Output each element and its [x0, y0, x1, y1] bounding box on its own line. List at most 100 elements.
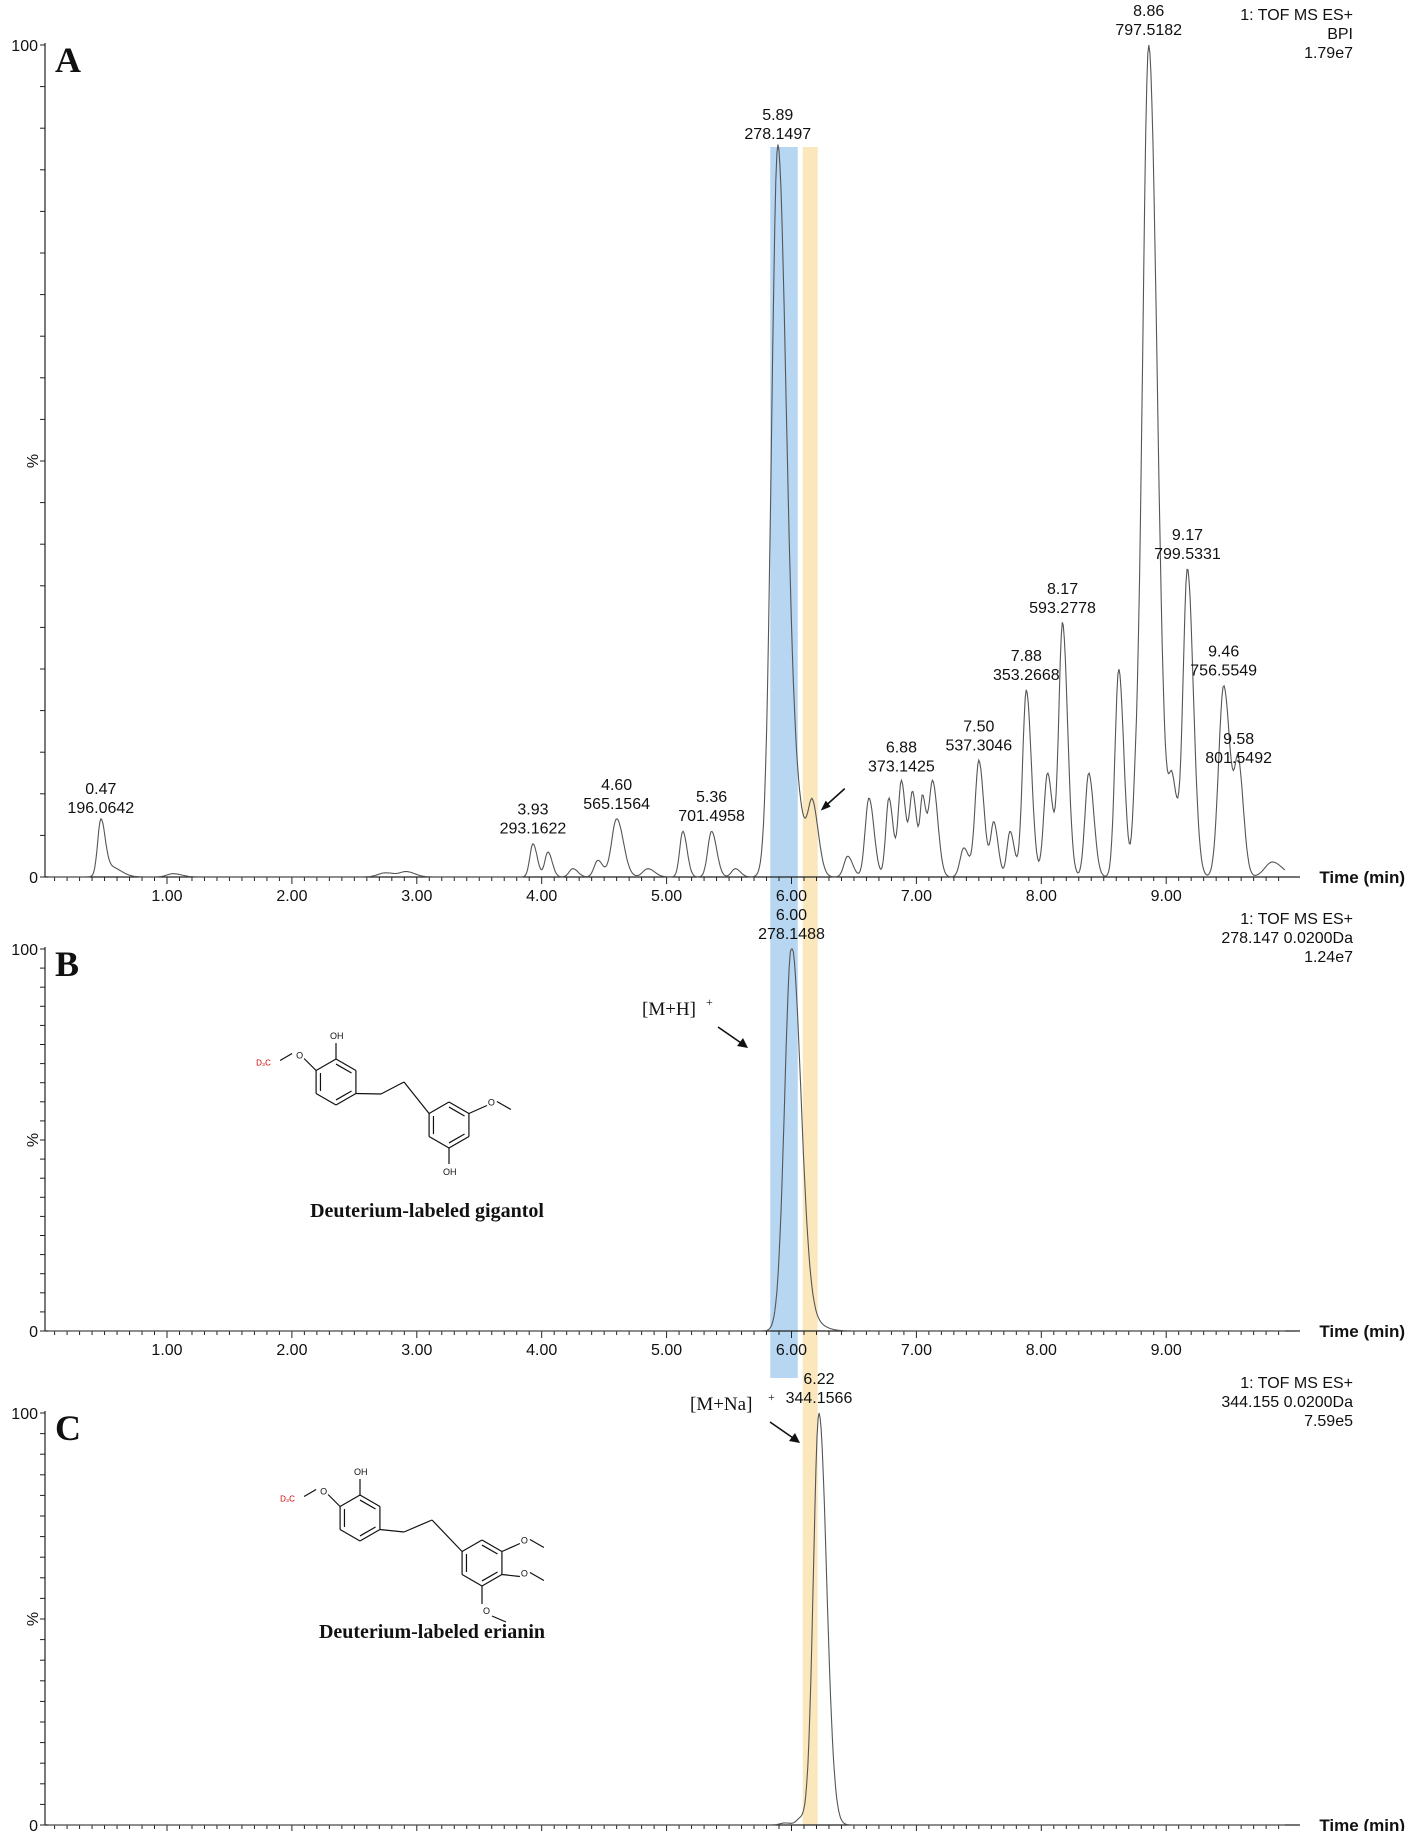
- peak-mz-label: 537.3046: [945, 738, 1012, 755]
- oh-atom: OH: [330, 1031, 344, 1041]
- bond: [315, 1058, 337, 1072]
- x-tick-label: 1.00: [151, 888, 182, 905]
- peak-label: 5.36 701.4958: [678, 789, 745, 825]
- ion-charge: +: [768, 1390, 775, 1404]
- panel-label: C: [55, 1408, 81, 1448]
- ion-arrow-head: [737, 1038, 748, 1048]
- peak-mz-label: 196.0642: [67, 800, 134, 817]
- peak-rt-label: 9.46: [1208, 644, 1239, 661]
- x-tick-label: 4.00: [526, 888, 557, 905]
- bond: [359, 1528, 381, 1542]
- peak-rt-label: 3.93: [517, 802, 548, 819]
- bond: [431, 1519, 463, 1552]
- bond: [379, 1528, 405, 1533]
- o-atom-2: O: [488, 1098, 495, 1108]
- x-tick-label: 3.00: [401, 1342, 432, 1359]
- peak-rt-label: 4.60: [601, 777, 632, 794]
- peak-mz-label: 278.1488: [758, 926, 825, 943]
- y-tick-label-100: 100: [11, 1406, 38, 1423]
- bond: [461, 1539, 483, 1553]
- x-tick-label: 6.00: [776, 888, 807, 905]
- bond: [491, 1615, 507, 1623]
- ion-arrow-head: [789, 1433, 800, 1443]
- peak-label: 5.89 278.1497: [744, 107, 811, 143]
- x-tick-label: 4.00: [526, 1342, 557, 1359]
- x-tick-label: 2.00: [276, 1342, 307, 1359]
- o-atom-4: O: [483, 1606, 490, 1616]
- y-tick-label-100: 100: [11, 38, 38, 55]
- x-tick-label: 9.00: [1151, 1342, 1182, 1359]
- d3c-label: D₃C: [280, 1495, 295, 1504]
- peak-label: 6.00 278.1488: [758, 907, 825, 943]
- peak-mz-label: 278.1497: [744, 126, 811, 143]
- peak-rt-label: 6.00: [776, 907, 807, 924]
- bond: [448, 1135, 470, 1149]
- header-line-1: 278.147 0.0200Da: [1221, 930, 1353, 947]
- header-line-0: 1: TOF MS ES+: [1240, 1375, 1353, 1392]
- bond: [303, 1058, 317, 1071]
- x-tick-label: 8.00: [1026, 888, 1057, 905]
- x-tick-label: 2.00: [276, 888, 307, 905]
- chemical-structure: OH O D₃C O OH: [256, 1031, 512, 1177]
- yellow-highlight-band: [802, 147, 818, 1825]
- header-line-2: 1.79e7: [1304, 45, 1353, 62]
- bond: [335, 1090, 352, 1101]
- x-tick-label: 3.00: [401, 888, 432, 905]
- o-atom: O: [320, 1487, 327, 1497]
- peak-mz-label: 799.5331: [1154, 546, 1221, 563]
- bond: [315, 1092, 337, 1106]
- panel-c: 1.002.003.004.005.006.007.008.009.000100…: [11, 1371, 1405, 1831]
- compound-name: Deuterium-labeled erianin: [319, 1621, 545, 1643]
- y-tick-label-0: 0: [29, 1818, 38, 1831]
- peak-label: 6.88 373.1425: [868, 739, 935, 775]
- peak-mz-label: 344.1566: [786, 1390, 853, 1407]
- bond: [339, 1494, 361, 1508]
- panel-b: 1.00 2.00 3.00 4.00 5.00 6.00 7.00 8.00 9.00 0 100…: [11, 907, 1405, 1359]
- peak-mz-label: 593.2778: [1029, 600, 1096, 617]
- header-line-1: BPI: [1327, 26, 1353, 43]
- bond: [448, 1133, 465, 1144]
- bond: [359, 1499, 376, 1510]
- ion-charge: +: [706, 995, 713, 1009]
- header-line-0: 1: TOF MS ES+: [1240, 911, 1353, 928]
- ion-arrow-line: [717, 1026, 745, 1046]
- o-atom: O: [296, 1051, 303, 1061]
- y-tick-label-0: 0: [29, 870, 38, 887]
- peak-rt-label: 9.58: [1223, 731, 1254, 748]
- x-tick-label: 5.00: [651, 888, 682, 905]
- peak-label: 9.58 801.5492: [1205, 731, 1272, 767]
- bond: [481, 1571, 498, 1582]
- chemical-structure: OH O D₃C O O O: [280, 1467, 545, 1623]
- bond: [529, 1538, 545, 1549]
- oh-atom: OH: [354, 1467, 368, 1477]
- bond: [428, 1101, 450, 1115]
- peak-rt-label: 5.36: [696, 789, 727, 806]
- x-tick-label: 7.00: [901, 1342, 932, 1359]
- peak-label: 7.50 537.3046: [945, 719, 1012, 755]
- d3c-label: D₃C: [256, 1059, 271, 1068]
- bond: [496, 1100, 512, 1111]
- o-atom-2: O: [521, 1536, 528, 1546]
- ion-annotation: [M+H] +: [642, 995, 748, 1048]
- bond: [481, 1544, 498, 1555]
- x-axis-unit-label: Time (min): [1319, 868, 1405, 887]
- chromatogram-trace: [48, 45, 1286, 878]
- peak-mz-label: 293.1622: [500, 821, 567, 838]
- peak-label: 9.17 799.5331: [1154, 527, 1221, 563]
- panel-label: A: [55, 40, 81, 80]
- bond: [335, 1058, 357, 1072]
- bond: [355, 1092, 382, 1095]
- bond: [303, 1488, 317, 1498]
- bond: [461, 1573, 483, 1587]
- x-tick-label: 9.00: [1151, 888, 1182, 905]
- peak-mz-label: 373.1425: [868, 758, 935, 775]
- ion-label: [M+H]: [642, 999, 696, 1020]
- peak-rt-label: 6.88: [886, 739, 917, 756]
- y-axis-label: %: [25, 1612, 42, 1626]
- y-axis-label: %: [25, 1133, 42, 1147]
- peak-mz-label: 756.5549: [1190, 663, 1257, 680]
- y-tick-label-0: 0: [29, 1324, 38, 1341]
- oh-atom-2: OH: [443, 1167, 457, 1177]
- y-axis-label: %: [25, 454, 42, 468]
